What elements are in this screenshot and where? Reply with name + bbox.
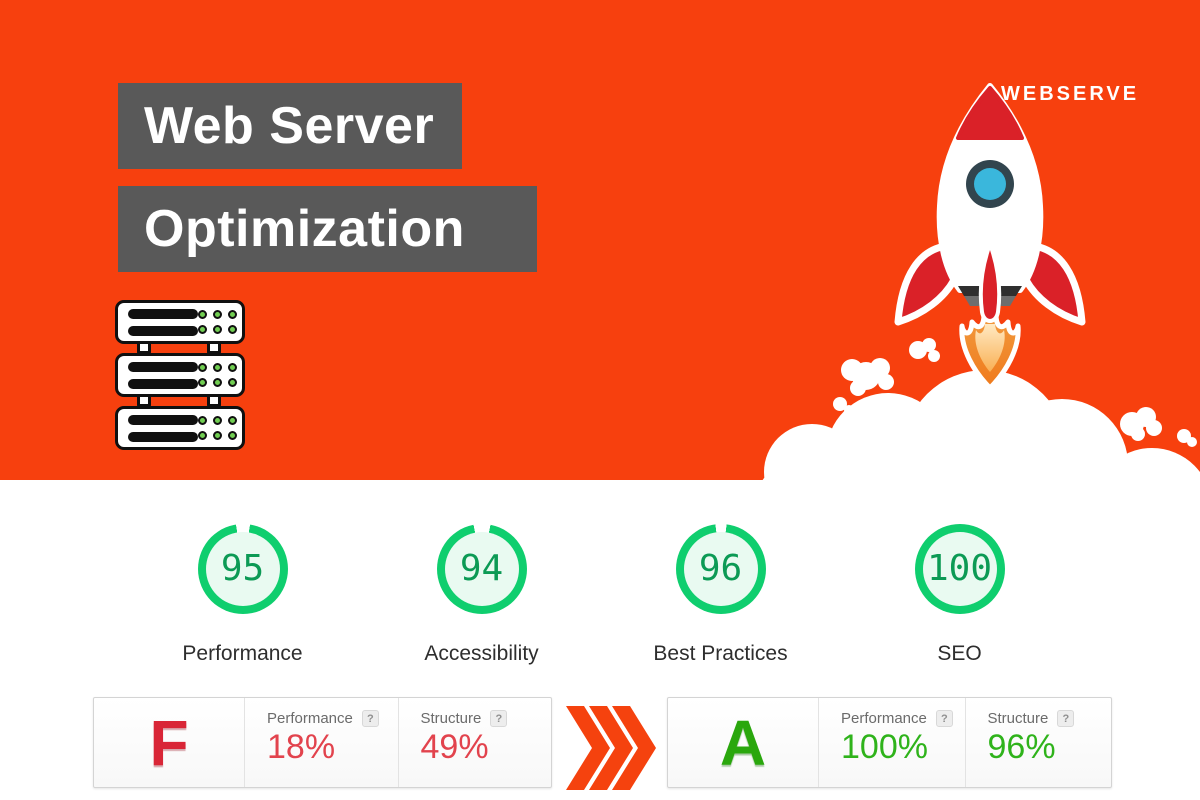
grade-card-before: F Performance ? 18% Structure ? 49%: [93, 697, 552, 788]
metric-structure: Structure ? 96%: [964, 698, 1112, 787]
cloud-puff-small: [928, 350, 940, 362]
gauge-score: 94: [459, 548, 504, 589]
metric-value: 100%: [841, 728, 928, 766]
metric-label: Structure: [420, 710, 482, 727]
gauge-label: SEO: [937, 642, 982, 665]
cloud-puff-small: [850, 380, 866, 396]
gauge-performance: 95 Performance: [123, 524, 362, 666]
gauge-accessibility: 94 Accessibility: [362, 524, 601, 666]
gauge-ring: 95: [197, 524, 288, 614]
gauge-ring: 96: [675, 524, 766, 614]
metric-label: Performance: [267, 710, 353, 727]
metric-label: Structure: [987, 710, 1049, 727]
question-mark-icon: ?: [1057, 710, 1075, 727]
score-gauges: 95 Performance 94 Accessibility 96 Best …: [123, 524, 1079, 666]
question-mark-icon: ?: [361, 710, 379, 727]
question-mark-icon: ?: [490, 710, 508, 727]
cloud-puff-small: [922, 338, 936, 352]
metric-value: 18%: [267, 728, 336, 766]
metric-performance: Performance ? 100%: [818, 698, 965, 787]
gauge-ring: 94: [436, 524, 527, 614]
grade-letter: A: [719, 706, 767, 779]
server-unit: [115, 353, 245, 397]
grade-cell: A: [668, 698, 818, 787]
gauge-seo: 100 SEO: [840, 524, 1079, 666]
metric-value: 96%: [987, 728, 1056, 766]
triple-chevron-icon: [566, 706, 656, 790]
grade-letter: F: [149, 706, 189, 779]
cloud-puff-small: [844, 405, 854, 415]
cloud-puff-small: [1146, 420, 1162, 436]
server-unit: [115, 406, 245, 450]
title-line1-text: Web Server: [144, 97, 435, 155]
cloud-puff-small: [1187, 437, 1197, 447]
grade-card-after: A Performance ? 100% Structure ? 96%: [667, 697, 1112, 788]
gauge-label: Best Practices: [653, 642, 788, 665]
gauge-label: Accessibility: [424, 642, 539, 665]
question-mark-icon: ?: [935, 710, 953, 727]
title-line2-text: Optimization: [144, 200, 465, 258]
metric-structure: Structure ? 49%: [397, 698, 552, 787]
cloud-puff: [1092, 448, 1200, 568]
title-line1: Web Server: [118, 83, 462, 169]
rocket-icon: [894, 83, 1086, 391]
metric-value: 49%: [420, 728, 489, 766]
gauge-score: 96: [698, 548, 743, 589]
title-line2: Optimization: [118, 186, 537, 272]
gauge-score: 100: [926, 548, 993, 589]
cloud-puff-small: [878, 374, 894, 390]
cloud-puff-small: [1131, 427, 1145, 441]
cloud-puff-small: [833, 397, 847, 411]
server-unit: [115, 300, 245, 344]
metric-performance: Performance ? 18%: [244, 698, 398, 787]
brand-logo: WEBSERVE: [1001, 83, 1140, 105]
server-rack-icon: [115, 300, 245, 450]
gauge-label: Performance: [182, 642, 303, 665]
metric-label: Performance: [841, 710, 927, 727]
gauge-ring: 100: [914, 524, 1005, 614]
gauge-score: 95: [220, 548, 265, 589]
cloud-puff-small: [870, 358, 890, 378]
grade-cell: F: [94, 698, 244, 787]
gauge-best-practices: 96 Best Practices: [601, 524, 840, 666]
